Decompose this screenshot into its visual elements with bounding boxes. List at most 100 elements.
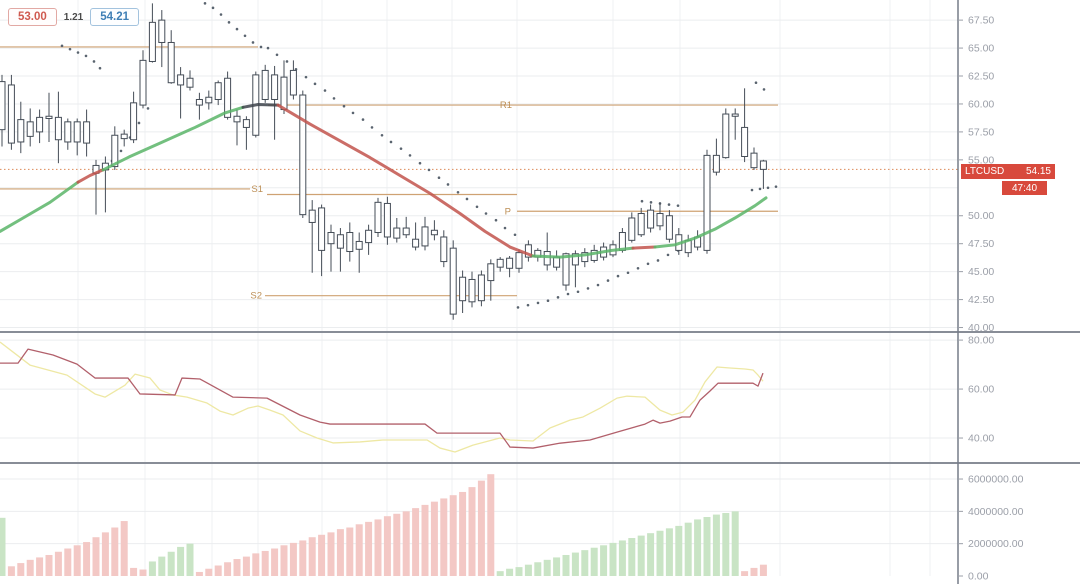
sar-dot bbox=[596, 283, 600, 287]
sar-dot bbox=[656, 259, 660, 262]
sar-dot bbox=[586, 287, 590, 290]
volume-bar bbox=[759, 564, 767, 576]
sar-dot bbox=[92, 60, 96, 63]
candle-body bbox=[731, 113, 739, 117]
axis-tick-label: 50.00 bbox=[968, 210, 994, 222]
candle-body bbox=[158, 19, 166, 43]
candle-body bbox=[280, 76, 288, 111]
sar-dot bbox=[576, 290, 580, 294]
axis-tick-label: 6000000.00 bbox=[968, 474, 1024, 486]
sar-dot bbox=[546, 299, 550, 303]
sar-dot bbox=[351, 111, 355, 115]
axis-tick-label: 80.00 bbox=[968, 335, 994, 347]
candle-body bbox=[506, 257, 514, 269]
volume-bar bbox=[543, 559, 551, 576]
ask-button[interactable]: 54.21 bbox=[90, 8, 140, 26]
candle-body bbox=[242, 119, 250, 128]
sar-dot bbox=[389, 140, 393, 144]
volume-bar bbox=[515, 567, 523, 576]
candle-body bbox=[562, 253, 570, 286]
price-axis[interactable] bbox=[958, 0, 1080, 584]
sar-dot bbox=[646, 262, 650, 266]
volume-bar bbox=[252, 553, 260, 576]
axis-tick-label: 67.50 bbox=[968, 15, 994, 27]
sar-dot bbox=[636, 266, 640, 270]
candle-body bbox=[741, 126, 749, 157]
volume-bar bbox=[600, 545, 608, 576]
sar-dot bbox=[313, 82, 317, 86]
axis-tick-label: 60.00 bbox=[968, 98, 994, 110]
volume-bar bbox=[186, 543, 194, 576]
sar-dot bbox=[275, 53, 279, 57]
volume-bar bbox=[487, 474, 495, 576]
candle-body bbox=[36, 116, 44, 133]
volume-bar bbox=[242, 556, 250, 576]
candle-body bbox=[703, 154, 711, 251]
axis-tick-label: 40.00 bbox=[968, 433, 994, 445]
volume-bar bbox=[336, 529, 344, 576]
candle-body bbox=[468, 278, 476, 303]
volume-bar bbox=[750, 567, 758, 576]
volume-bar bbox=[421, 504, 429, 576]
last-price-tag: LTCUSD 54.15 bbox=[961, 164, 1055, 179]
volume-bar bbox=[120, 521, 128, 576]
candle-body bbox=[346, 232, 354, 253]
volume-bar bbox=[308, 537, 316, 576]
moving-average-green bbox=[531, 246, 635, 259]
candle-body bbox=[665, 215, 673, 240]
volume-bar bbox=[402, 511, 410, 576]
candle-body bbox=[355, 240, 363, 250]
volume-bar bbox=[383, 516, 391, 576]
sar-dot bbox=[666, 253, 670, 257]
axis-tick-label: 40.00 bbox=[968, 322, 994, 334]
volume-bar bbox=[111, 527, 119, 576]
axis-tick-label: 60.00 bbox=[968, 384, 994, 396]
candle-body bbox=[590, 249, 598, 261]
sar-dot bbox=[616, 274, 620, 278]
sar-dot bbox=[285, 60, 289, 63]
sar-dot bbox=[484, 212, 488, 215]
candle-body bbox=[421, 226, 429, 247]
volume-bar bbox=[83, 542, 91, 576]
volume-bar bbox=[318, 534, 326, 576]
axis-tick-label: 42.50 bbox=[968, 294, 994, 306]
volume-bar bbox=[271, 548, 279, 576]
bid-button[interactable]: 53.00 bbox=[8, 8, 57, 26]
axis-tick-label: 55.00 bbox=[968, 154, 994, 166]
volume-bar bbox=[158, 556, 166, 576]
volume-bar bbox=[524, 564, 532, 576]
volume-bar bbox=[703, 517, 711, 576]
volume-bar bbox=[289, 542, 297, 576]
candle-body bbox=[0, 81, 6, 131]
candle-body bbox=[374, 201, 382, 234]
sar-dot bbox=[251, 41, 255, 44]
volume-bar bbox=[148, 561, 156, 576]
candle-body bbox=[308, 209, 316, 223]
sar-dot bbox=[342, 104, 346, 108]
volume-bar bbox=[618, 540, 626, 576]
candle-body bbox=[543, 251, 551, 266]
volume-bar bbox=[393, 513, 401, 576]
candle-body bbox=[177, 74, 185, 86]
candle-body bbox=[750, 152, 758, 169]
volume-bar bbox=[590, 547, 598, 576]
sar-dot bbox=[399, 147, 403, 150]
candle-body bbox=[581, 252, 589, 263]
volume-bar bbox=[712, 514, 720, 576]
sar-dot bbox=[606, 279, 610, 282]
moving-average-red bbox=[76, 168, 105, 184]
last-price-value: 54.15 bbox=[1025, 166, 1051, 177]
volume-bar bbox=[665, 528, 673, 576]
sar-dot bbox=[137, 121, 141, 125]
sar-dot bbox=[304, 75, 308, 79]
bar-countdown: 47:40 bbox=[1002, 181, 1047, 195]
sar-dot bbox=[323, 89, 327, 92]
candle-body bbox=[393, 227, 401, 239]
candle-body bbox=[120, 133, 128, 140]
sar-dot bbox=[60, 44, 64, 48]
volume-bar bbox=[45, 554, 53, 576]
sar-dot bbox=[503, 226, 507, 230]
volume-bar bbox=[224, 562, 232, 576]
candle-body bbox=[496, 258, 504, 268]
